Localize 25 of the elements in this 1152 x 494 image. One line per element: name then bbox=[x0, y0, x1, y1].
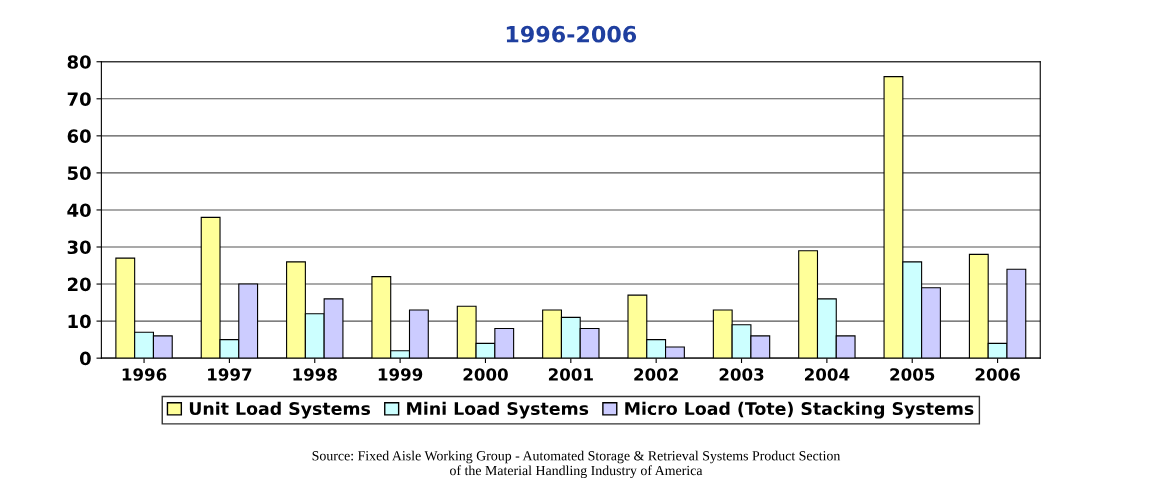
x-tick-label: 2003 bbox=[719, 368, 764, 381]
x-tick-label: 2006 bbox=[975, 368, 1020, 381]
x-tick-label: 1997 bbox=[208, 368, 252, 381]
x-tick-label: 2001 bbox=[548, 368, 593, 381]
legend-label: Mini Load Systems bbox=[407, 401, 589, 419]
y-tick-label: 0 bbox=[79, 351, 91, 366]
y-tick-label: 10 bbox=[68, 314, 91, 329]
y-tick-label: 40 bbox=[67, 203, 91, 218]
x-tick-label: 1999 bbox=[378, 368, 423, 381]
y-tick-label: 20 bbox=[67, 277, 91, 292]
legend-label: Micro Load (Tote) Stacking Systems bbox=[625, 401, 974, 419]
y-tick-label: 30 bbox=[67, 240, 91, 255]
y-tick-label: 80 bbox=[67, 55, 91, 69]
x-tick-label: 1996 bbox=[122, 368, 167, 381]
source-note: Source: Fixed Aisle Working Group - Automated Storage & Retrieval Systems Product Section of the Material Handling Industry of America bbox=[312, 450, 841, 479]
x-tick-label: 2002 bbox=[634, 368, 678, 381]
y-tick-label: 50 bbox=[67, 166, 91, 181]
x-tick-label: 2000 bbox=[463, 368, 508, 381]
x-tick-label: 2005 bbox=[890, 368, 935, 381]
x-tick-label: 2004 bbox=[805, 368, 850, 381]
y-tick-label: 60 bbox=[67, 129, 91, 143]
x-tick-label: 1998 bbox=[293, 368, 337, 381]
y-tick-label: 70 bbox=[67, 92, 91, 106]
legend-label: Unit Load Systems bbox=[189, 401, 371, 419]
chart-title: 1996-2006 bbox=[506, 25, 637, 43]
